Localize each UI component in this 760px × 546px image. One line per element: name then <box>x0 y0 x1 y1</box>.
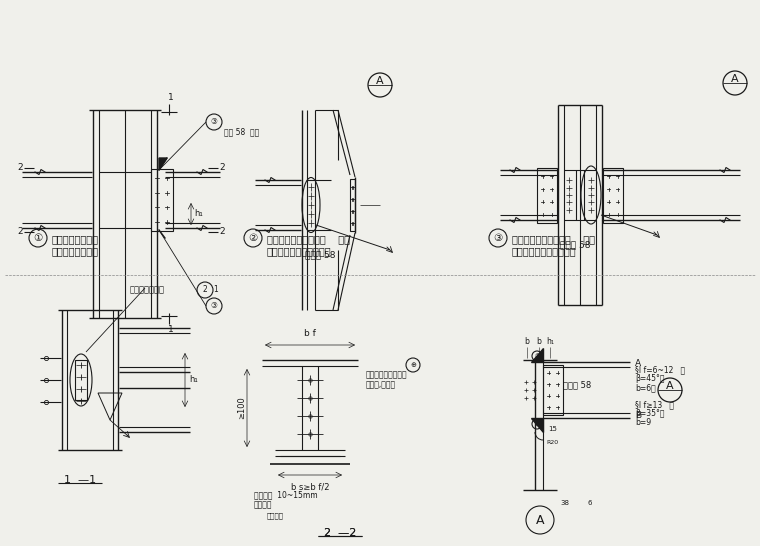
Text: A: A <box>667 382 674 391</box>
Text: b: b <box>537 337 541 346</box>
Text: 38: 38 <box>560 500 569 506</box>
Bar <box>350 179 355 231</box>
Text: ①: ① <box>534 353 540 359</box>
Bar <box>151 169 173 231</box>
Text: b f: b f <box>304 329 316 338</box>
Text: 2  —2: 2 —2 <box>324 528 356 538</box>
Text: h₁: h₁ <box>194 210 203 218</box>
Text: 注意 58  视图: 注意 58 视图 <box>224 127 259 136</box>
Text: 截面柱的刚性连接: 截面柱的刚性连接 <box>52 246 99 256</box>
Text: 以便焊接: 以便焊接 <box>254 500 273 509</box>
Text: 有剪切性连接器: 有剪切性连接器 <box>130 285 165 294</box>
Text: 箱形）柱的栓焊刚性连接: 箱形）柱的栓焊刚性连接 <box>512 246 577 256</box>
Text: 箱形）柱的栓焊刚性连接: 箱形）柱的栓焊刚性连接 <box>267 246 331 256</box>
Text: 当腹板采用工地焊缝: 当腹板采用工地焊缝 <box>366 370 407 379</box>
Polygon shape <box>159 158 167 170</box>
Bar <box>543 365 563 415</box>
Text: A: A <box>635 359 641 369</box>
Text: b=9: b=9 <box>635 418 651 427</box>
Text: ③: ③ <box>211 117 217 127</box>
Text: 参见表 58: 参见表 58 <box>563 381 591 389</box>
Text: 连接时,可参见: 连接时,可参见 <box>366 380 396 389</box>
Text: 2: 2 <box>203 286 207 294</box>
Text: 以便焊接: 以便焊接 <box>267 512 284 519</box>
Text: 2: 2 <box>17 228 23 236</box>
Text: A: A <box>731 74 739 85</box>
Text: β=35°：: β=35°： <box>635 409 664 418</box>
Text: 参见表 58: 参见表 58 <box>305 250 335 259</box>
Text: β=45°：: β=45°： <box>635 374 664 383</box>
Text: B: B <box>635 412 641 420</box>
Text: b s≥b f/2: b s≥b f/2 <box>291 482 329 491</box>
Text: ≥100: ≥100 <box>237 396 246 419</box>
Text: ⊕: ⊕ <box>410 362 416 368</box>
Text: R20: R20 <box>546 440 558 445</box>
Bar <box>75 360 87 400</box>
Text: h₁: h₁ <box>189 376 198 384</box>
Text: §l f≥13   则: §l f≥13 则 <box>635 400 674 409</box>
Text: §l f=6~12   则: §l f=6~12 则 <box>635 365 685 374</box>
Text: 1: 1 <box>213 286 218 294</box>
Text: 15: 15 <box>549 426 557 432</box>
Text: b: b <box>524 337 530 346</box>
Text: h₁: h₁ <box>546 337 554 346</box>
Bar <box>537 168 557 223</box>
Text: 1  —1: 1 —1 <box>64 475 96 485</box>
Text: ②: ② <box>249 233 258 243</box>
Text: 梁与中列变截面工字形    （或: 梁与中列变截面工字形 （或 <box>512 234 595 244</box>
Text: 2  —2: 2 —2 <box>324 528 356 538</box>
Text: 1: 1 <box>168 325 174 335</box>
Text: ②: ② <box>534 422 540 426</box>
Text: 2: 2 <box>219 163 225 173</box>
Text: A: A <box>376 76 384 86</box>
Text: 至少留出  10~15mm: 至少留出 10~15mm <box>254 490 318 499</box>
Text: A: A <box>536 513 544 526</box>
Text: ③: ③ <box>493 233 502 243</box>
Text: 2: 2 <box>219 228 225 236</box>
Text: 2: 2 <box>17 163 23 173</box>
Text: b=6。: b=6。 <box>635 383 656 392</box>
Text: 梁与边列变截面工字形    （或: 梁与边列变截面工字形 （或 <box>267 234 350 244</box>
Text: ①: ① <box>33 233 43 243</box>
Text: 框架横梁与工字形: 框架横梁与工字形 <box>52 234 99 244</box>
Text: 1: 1 <box>168 93 174 103</box>
Polygon shape <box>531 348 543 362</box>
Bar <box>603 168 623 223</box>
Text: ③: ③ <box>211 301 217 311</box>
Text: 参见表 58: 参见表 58 <box>560 240 591 249</box>
Polygon shape <box>531 418 543 432</box>
Text: 6: 6 <box>587 500 592 506</box>
